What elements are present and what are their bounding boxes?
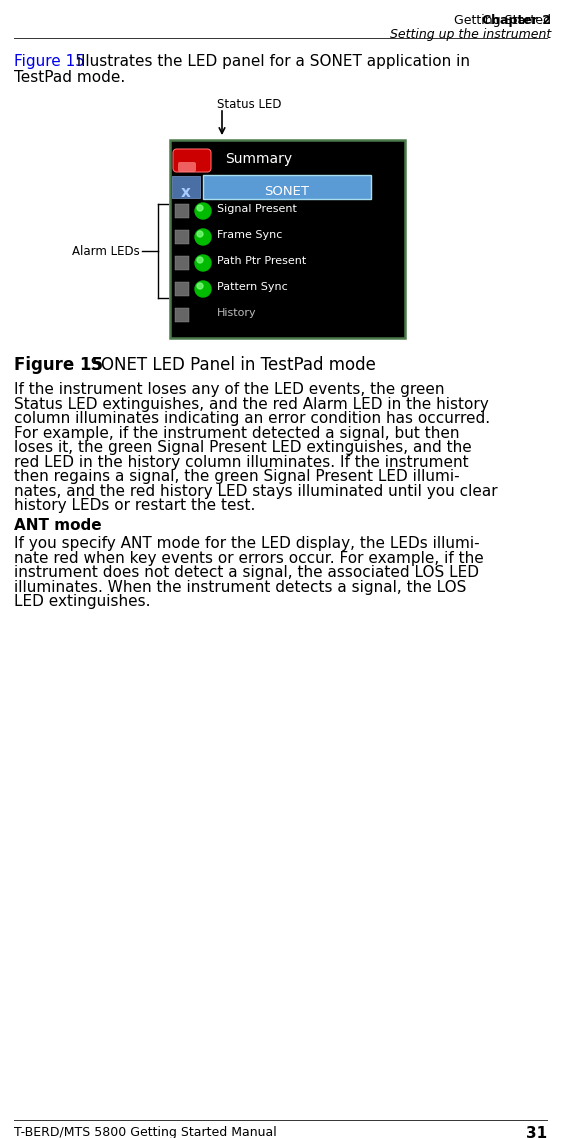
Circle shape: [197, 257, 203, 263]
Text: 31: 31: [526, 1125, 547, 1138]
Text: Status LED: Status LED: [217, 98, 282, 112]
Text: column illuminates indicating an error condition has occurred.: column illuminates indicating an error c…: [14, 411, 490, 426]
Circle shape: [197, 205, 203, 211]
Text: Figure 15: Figure 15: [14, 53, 85, 69]
FancyBboxPatch shape: [175, 204, 189, 218]
Text: Chapter 2: Chapter 2: [482, 14, 551, 27]
Circle shape: [195, 203, 211, 218]
Text: x: x: [181, 185, 191, 200]
FancyBboxPatch shape: [203, 175, 371, 199]
Text: Getting Started: Getting Started: [446, 14, 551, 27]
Text: Path Ptr Present: Path Ptr Present: [217, 256, 306, 266]
Circle shape: [195, 229, 211, 245]
FancyBboxPatch shape: [172, 176, 200, 198]
FancyBboxPatch shape: [170, 140, 405, 338]
Text: T-BERD/MTS 5800 Getting Started Manual: T-BERD/MTS 5800 Getting Started Manual: [14, 1125, 277, 1138]
Text: Signal Present: Signal Present: [217, 204, 297, 214]
Circle shape: [195, 281, 211, 297]
Circle shape: [197, 231, 203, 237]
FancyBboxPatch shape: [175, 282, 189, 296]
Circle shape: [197, 283, 203, 289]
Text: LED extinguishes.: LED extinguishes.: [14, 594, 150, 609]
Text: loses it, the green Signal Present LED extinguishes, and the: loses it, the green Signal Present LED e…: [14, 440, 472, 455]
Text: If you specify ANT mode for the LED display, the LEDs illumi-: If you specify ANT mode for the LED disp…: [14, 536, 480, 551]
Text: Frame Sync: Frame Sync: [217, 230, 282, 240]
Text: history LEDs or restart the test.: history LEDs or restart the test.: [14, 498, 255, 513]
FancyBboxPatch shape: [175, 308, 189, 322]
Text: illustrates the LED panel for a SONET application in: illustrates the LED panel for a SONET ap…: [72, 53, 470, 69]
Text: For example, if the instrument detected a signal, but then: For example, if the instrument detected …: [14, 426, 459, 440]
Text: Alarm LEDs: Alarm LEDs: [72, 245, 140, 257]
Text: red LED in the history column illuminates. If the instrument: red LED in the history column illuminate…: [14, 454, 468, 470]
Text: Figure 15: Figure 15: [14, 356, 103, 374]
Text: illuminates. When the instrument detects a signal, the LOS: illuminates. When the instrument detects…: [14, 579, 466, 594]
Circle shape: [195, 255, 211, 271]
Text: instrument does not detect a signal, the associated LOS LED: instrument does not detect a signal, the…: [14, 564, 479, 580]
FancyBboxPatch shape: [173, 149, 211, 172]
Text: History: History: [217, 308, 256, 318]
Text: SONET: SONET: [264, 185, 310, 198]
Text: nates, and the red history LED stays illuminated until you clear: nates, and the red history LED stays ill…: [14, 484, 498, 498]
FancyBboxPatch shape: [175, 256, 189, 270]
Text: TestPad mode.: TestPad mode.: [14, 71, 125, 85]
Text: nate red when key events or errors occur. For example, if the: nate red when key events or errors occur…: [14, 551, 484, 566]
Text: Status LED extinguishes, and the red Alarm LED in the history: Status LED extinguishes, and the red Ala…: [14, 396, 489, 412]
Text: SONET LED Panel in TestPad mode: SONET LED Panel in TestPad mode: [80, 356, 376, 374]
Text: ANT mode: ANT mode: [14, 518, 102, 533]
Text: then regains a signal, the green Signal Present LED illumi-: then regains a signal, the green Signal …: [14, 469, 459, 484]
FancyBboxPatch shape: [175, 230, 189, 244]
Text: Pattern Sync: Pattern Sync: [217, 282, 288, 292]
FancyBboxPatch shape: [178, 162, 196, 172]
Text: Setting up the instrument: Setting up the instrument: [390, 28, 551, 41]
Text: Summary: Summary: [225, 152, 292, 166]
Text: If the instrument loses any of the LED events, the green: If the instrument loses any of the LED e…: [14, 382, 444, 397]
